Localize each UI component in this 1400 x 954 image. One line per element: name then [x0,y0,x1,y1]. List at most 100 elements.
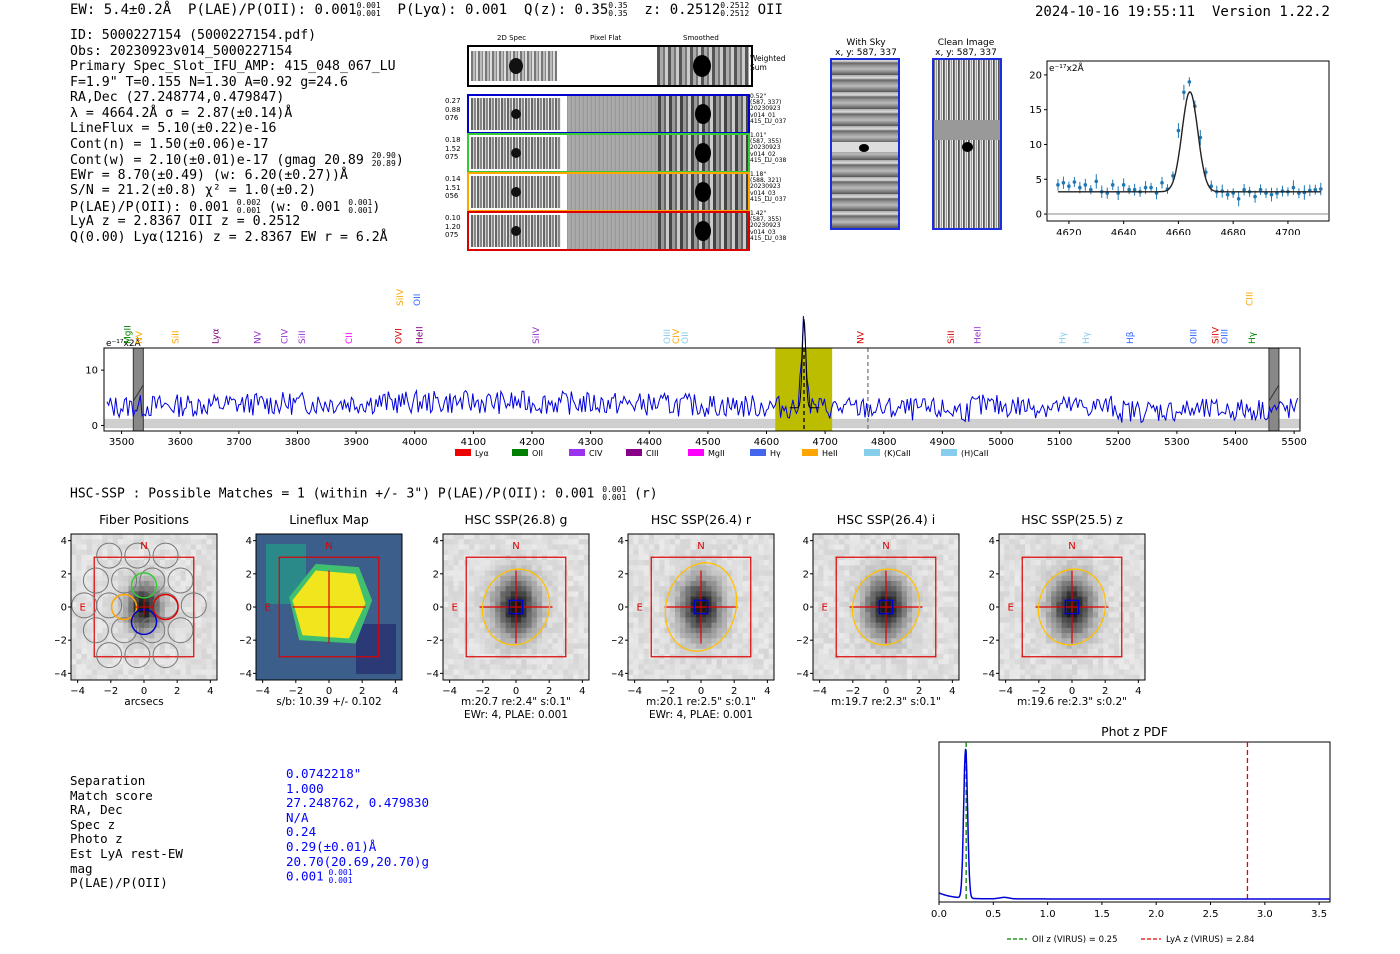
cutout-pixel [999,648,1005,655]
cutout-pixel [732,617,738,624]
cutout-pixel [448,669,454,676]
cutout-pixel [1066,586,1073,592]
cutout-pixel [844,607,850,613]
cutout-pixel [854,638,861,644]
cutout-pixel [659,612,665,618]
cutout-pixel [823,596,830,603]
cutout-pixel [1072,544,1078,551]
cutout-pixel [818,674,824,681]
cutout-pixel [443,591,449,597]
cutout-pixel [474,648,480,655]
cutout-pixel [880,596,887,603]
cutout-pixel [849,648,856,655]
cutout-pixel [562,544,569,551]
info-contw: Cont(w) = 2.10(±0.01)e-17 (gmag 20.89 20… [70,151,404,169]
match-label: Est LyA rest-EW [70,845,183,861]
cutout-pixel [443,633,449,639]
cutout-pixel [1025,607,1031,613]
cutout-pixel [583,659,590,665]
cutout-pixel [123,580,129,587]
cutout-pixel [844,580,850,587]
cutout-pixel [828,607,835,613]
cutout-pixel [938,659,944,665]
cutout-pixel [1108,575,1115,582]
cutout-pixel [1009,659,1016,665]
cutout-pixel [526,648,533,655]
cutout-pixel [201,674,207,681]
cutout-pixel [521,534,527,540]
cutout-pixel [211,612,218,618]
cutout-pixel [706,549,712,556]
info-q: Q(0.00) Lyα(1216) z = 2.8367 EW r = 6.2Å [70,229,388,245]
cutout-pixel [573,633,579,639]
cutout-pixel [1082,565,1089,571]
cutout-pixel [1134,627,1141,634]
cutout-pixel [128,596,134,603]
cutout-pixel [112,607,119,613]
cutout-pixel [633,570,639,577]
cutout-pixel [948,570,955,577]
cutout-pixel [1061,617,1068,624]
cutout-pixel [1004,601,1010,608]
cutout-pixel [1098,601,1104,608]
cutout-pixel [1030,586,1036,592]
cutout-pixel [633,617,639,624]
cutout-pixel [680,539,686,545]
cutout-pixel [542,643,548,650]
spec2d-row: 0.10 1.20 075 1.42" (587, 355) 20230923 v014_0… [440,210,800,251]
cutout-pixel [1014,607,1021,613]
cutout-pixel [669,544,676,551]
cutout-pixel [1061,643,1068,650]
cutout-pixel [196,633,202,639]
cutout-pixel [1077,643,1083,650]
cutout-pixel [659,544,665,551]
cutout-pixel [818,549,824,556]
cutout-pixel [768,622,775,629]
cutout-pixel [839,638,845,644]
cutout-pixel [674,591,681,597]
cutout-pixel [112,570,119,577]
cutout-pixel [552,638,559,644]
cutout-pixel [578,664,585,670]
cutout-pixel [711,607,718,613]
cutout-pixel [823,591,830,597]
cutout-pixel [1019,539,1026,545]
cutout-pixel [138,575,145,582]
hsc-panel: Fiber Positions N E −4 −4 −2 −2 0 0 2 2 4 4 arcsecs [55,512,233,726]
cutout-pixel [1134,544,1141,551]
spectrum-line-id: OVI [394,328,404,344]
cutout-pixel [643,565,650,571]
cutout-pixel [164,570,171,577]
cutout-pixel [659,617,665,624]
cutout-pixel [753,638,759,644]
cutout-pixel [1035,643,1042,650]
cutout-pixel [578,627,585,634]
cutout-pixel [833,544,840,551]
cutout-pixel [573,554,579,561]
cutout-pixel [144,633,150,639]
cutout-pixel [86,601,93,608]
cutout-pixel [1004,570,1010,577]
hsc-panel-footer: m:19.7 re:2.3" s:0.1" [831,696,941,708]
cutout-pixel [81,664,88,670]
cutout-pixel [742,607,749,613]
cutout-pixel [1004,643,1010,650]
cutout-pixel [123,648,129,655]
cutout-pixel [97,591,103,597]
cutout-pixel [448,627,454,634]
cutout-ytick-label: 0 [618,603,624,614]
cutout-pixel [865,601,871,608]
cutout-pixel [943,674,949,681]
cutout-pixel [896,622,903,629]
cutout-pixel [583,617,590,624]
cutout-pixel [1118,669,1125,676]
cutout-pixel [201,601,207,608]
cutout-pixel [938,643,944,650]
cutout-pixel [906,549,913,556]
cutout-pixel [133,674,140,681]
spectrum-legend-swatch [864,449,880,456]
cutout-pixel [1134,612,1141,618]
cutout-pixel [458,534,465,540]
cutout-pixel [711,565,718,571]
